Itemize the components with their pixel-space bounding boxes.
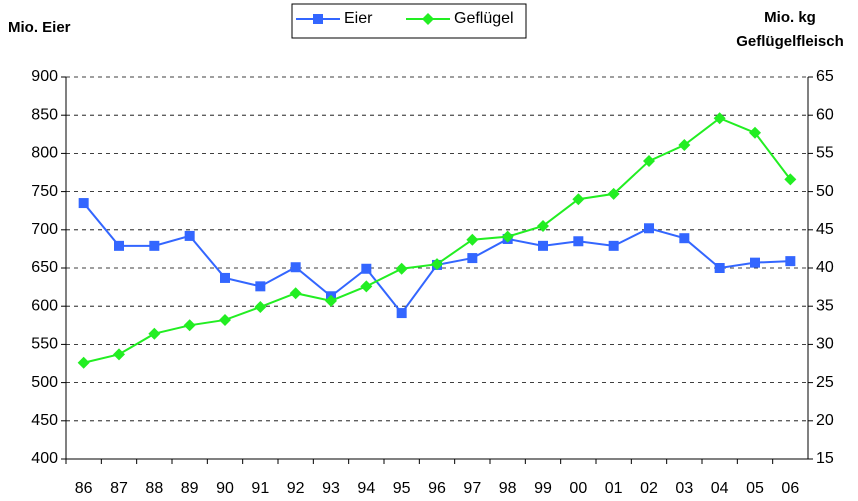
x-tick-label: 96: [428, 480, 446, 497]
point: [678, 138, 691, 151]
x-tick-label: 03: [675, 480, 693, 497]
x-tick-label: 98: [499, 480, 517, 497]
point: [501, 230, 514, 243]
y2-tick-label: 30: [816, 336, 834, 353]
x-tick-label: 97: [463, 480, 481, 497]
point: [219, 313, 231, 326]
legend-label: Eier: [344, 10, 373, 27]
point: [290, 262, 301, 273]
x-tick-label: 05: [746, 480, 764, 497]
point: [255, 281, 266, 292]
x-tick-label: 92: [287, 480, 305, 497]
x-tick-label: 94: [357, 480, 375, 497]
point: [572, 193, 585, 206]
point: [750, 257, 760, 268]
point: [325, 294, 337, 307]
y2-tick-label: 15: [816, 450, 834, 467]
point: [537, 219, 549, 232]
point: [289, 287, 302, 300]
point: [396, 308, 407, 319]
point: [149, 240, 160, 251]
point: [785, 256, 796, 267]
point: [220, 272, 230, 283]
legend-marker: [422, 13, 434, 25]
y-tick-label: 750: [31, 183, 58, 200]
y-tick-label: 800: [31, 145, 58, 162]
legend-box: [291, 3, 527, 39]
point: [183, 319, 196, 332]
point: [77, 356, 90, 369]
legend-label: Geflügel: [454, 10, 514, 27]
y2-tick-label: 45: [816, 221, 834, 238]
x-tick-label: 02: [640, 480, 658, 497]
point: [148, 327, 161, 340]
y2-axis-label: Mio. kg: [764, 9, 816, 26]
y-tick-label: 850: [31, 106, 58, 123]
y2-tick-label: 20: [816, 412, 834, 429]
x-tick-label: 93: [322, 480, 340, 497]
legend-marker: [313, 14, 323, 24]
y2-tick-label: 55: [816, 145, 834, 162]
series-line: [82, 202, 791, 315]
y-axis-label: Mio. Eier: [8, 19, 71, 36]
y-tick-label: 600: [31, 297, 58, 314]
point: [360, 280, 373, 293]
y-tick-label: 650: [31, 259, 58, 276]
y2-axis-label: Geflügelfleisch: [736, 33, 844, 50]
point: [361, 263, 372, 274]
point: [114, 240, 124, 251]
point: [713, 112, 726, 125]
x-tick-label: 91: [251, 480, 269, 497]
x-tick-label: 90: [216, 480, 234, 497]
point: [644, 223, 654, 234]
point: [538, 240, 548, 251]
y-tick-label: 450: [31, 412, 58, 429]
point: [395, 262, 408, 275]
y2-tick-label: 65: [816, 68, 834, 85]
y2-tick-label: 60: [816, 106, 834, 123]
y2-tick-label: 40: [816, 259, 834, 276]
point: [184, 230, 195, 241]
y2-tick-label: 25: [816, 374, 834, 391]
point: [466, 233, 479, 246]
x-tick-label: 86: [75, 480, 93, 497]
point: [78, 198, 89, 209]
y-tick-label: 700: [31, 221, 58, 238]
x-tick-label: 00: [569, 480, 587, 497]
point: [679, 233, 690, 244]
y-tick-label: 550: [31, 336, 58, 353]
y2-tick-label: 35: [816, 297, 834, 314]
x-tick-label: 01: [605, 480, 623, 497]
point: [431, 258, 443, 271]
point: [784, 173, 797, 186]
x-tick-label: 04: [711, 480, 729, 497]
point: [607, 187, 620, 200]
x-tick-label: 99: [534, 480, 552, 497]
point: [573, 236, 584, 247]
x-tick-label: 88: [145, 480, 163, 497]
point: [467, 253, 478, 264]
point: [749, 126, 761, 139]
point: [643, 155, 655, 168]
y2-tick-label: 50: [816, 183, 834, 200]
x-tick-label: 95: [393, 480, 411, 497]
y-tick-label: 400: [31, 450, 58, 467]
x-tick-label: 06: [781, 480, 799, 497]
point: [254, 300, 267, 313]
x-tick-label: 87: [110, 480, 128, 497]
y-tick-label: 500: [31, 374, 58, 391]
point: [113, 348, 125, 361]
y-tick-label: 900: [31, 68, 58, 85]
x-tick-label: 89: [181, 480, 199, 497]
point: [608, 240, 619, 251]
point: [714, 263, 725, 273]
